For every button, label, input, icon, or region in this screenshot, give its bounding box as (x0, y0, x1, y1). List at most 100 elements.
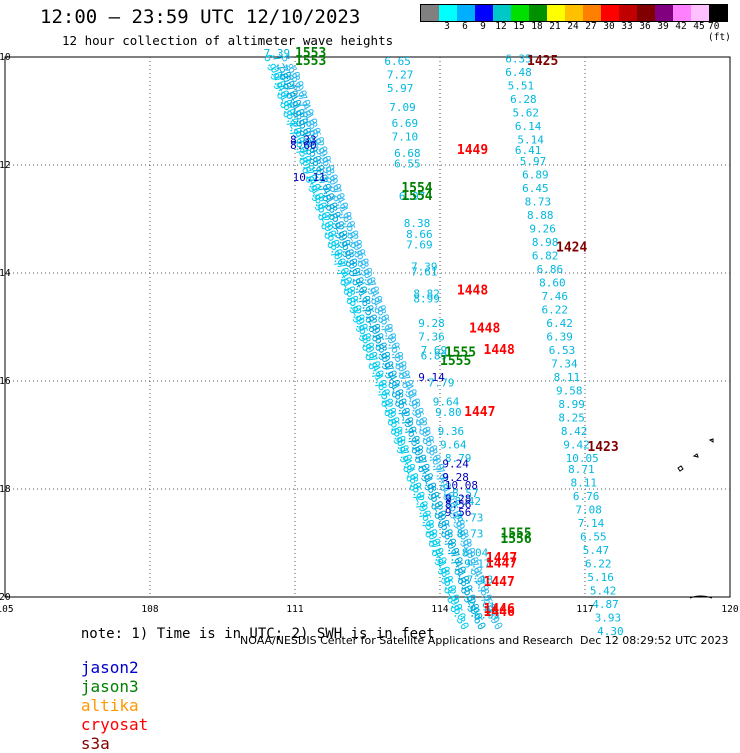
x-tick-label: 108 (141, 604, 158, 615)
color-scale-label: 21 (549, 21, 561, 32)
color-swatch (709, 5, 727, 21)
swh-value-label: 8.71 (568, 463, 595, 476)
x-tick-label: 114 (431, 604, 448, 615)
y-tick-label: -20 (0, 592, 11, 603)
pass-time-label: 1447 (486, 551, 517, 566)
swh-value-label: 5.51 (508, 79, 534, 92)
pass-time-label: 1553 (295, 46, 326, 61)
swh-value-label: 8.42 (561, 425, 588, 438)
swh-value-label: 6.45 (522, 182, 549, 195)
swh-value-label: 8.88 (527, 209, 554, 222)
y-tick-label: -18 (0, 484, 11, 495)
swh-value-label: 8.42 (455, 495, 482, 508)
swh-value-label: 6.65 (384, 55, 411, 68)
swh-value-label: 8.25 (558, 412, 585, 425)
x-tick-label: 111 (286, 604, 303, 615)
legend-note: note: 1) Time is in UTC; 2) SWH is in fe… (80, 626, 435, 642)
swh-value-label: 9.26 (529, 223, 556, 236)
color-swatch (529, 5, 547, 21)
swh-value-label: 8.33 (290, 133, 317, 146)
footer-credit: NOAA/NESDIS Center for Satellite Applica… (240, 634, 574, 647)
swh-value-label: 6.41 (515, 144, 542, 157)
swh-value-label: 7.61 (411, 266, 438, 279)
color-scale-label: 42 (675, 21, 687, 32)
pass-time-label: 1448 (457, 284, 488, 299)
swh-value-label: 6.91 (474, 609, 501, 622)
island-outline (677, 465, 684, 472)
swh-value-label: 8.99 (413, 293, 440, 306)
swh-value-label: 8.82 (413, 287, 440, 300)
swh-value-label: 6.89 (522, 169, 549, 182)
color-scale-bar (420, 4, 728, 22)
swh-value-label: 6.35 (505, 52, 532, 65)
y-tick-label: -16 (0, 376, 11, 387)
swh-value-label: 8.56 (445, 498, 472, 511)
swh-value-label: 8.11 (554, 371, 581, 384)
swh-value-label: 6.68 (394, 147, 421, 160)
color-swatch (583, 5, 601, 21)
swh-value-label: 8.38 (404, 217, 431, 230)
y-tick-label: -14 (0, 268, 11, 279)
legend-jason3: jason3 (80, 677, 139, 696)
swh-value-label: 9.28 (418, 317, 445, 330)
color-scale-label: 3 (444, 21, 450, 32)
swh-value-label: 7.69 (421, 344, 448, 357)
chart-title: 12:00 – 23:59 UTC 12/10/2023 (40, 6, 361, 28)
pass-time-label: 1448 (469, 321, 500, 336)
legend-s3a: s3a (80, 734, 110, 753)
swh-value-label: 9.64 (433, 395, 460, 408)
wave-height-labels: 6.356.485.516.285.626.145.146.415.976.89… (264, 47, 624, 638)
pass-time-label: 1553 (295, 54, 326, 69)
color-scale-label: 33 (621, 21, 633, 32)
swh-value-label: 6.22 (585, 557, 612, 570)
color-scale-label: 24 (567, 21, 579, 32)
pass-time-label: 1555 (440, 354, 471, 369)
island-outline (708, 438, 714, 443)
legend-jason2: jason2 (80, 658, 139, 677)
swh-value-label: 10.05 (566, 452, 599, 465)
plot-frame (4, 56, 731, 598)
color-swatch (547, 5, 565, 21)
legend-altika: altika (80, 696, 139, 715)
swh-value-label: 6.28 (510, 93, 537, 106)
color-scale-label: 45 (693, 21, 705, 32)
color-swatch (439, 5, 457, 21)
swh-value-label: 6.14 (515, 120, 542, 133)
pass-time-label: 1448 (484, 343, 515, 358)
swh-value-label: 5.97 (387, 82, 414, 95)
swh-value-label: 9.24 (442, 457, 469, 470)
swh-value-label: 8.73 (457, 528, 484, 541)
swh-value-label: 8.98 (532, 236, 559, 249)
y-tick-label: -12 (0, 160, 11, 171)
color-swatch (673, 5, 691, 21)
color-scale-label: 9 (480, 21, 486, 32)
swh-value-label: 5.47 (583, 544, 610, 557)
color-scale-label: 36 (639, 21, 651, 32)
swh-value-label: 6.97 (399, 190, 426, 203)
grid-lines (4, 56, 731, 598)
swh-value-label: 9.56 (445, 506, 472, 519)
swh-value-label: 6.86 (537, 263, 564, 276)
coastline (677, 438, 714, 599)
color-scale-labels: 3 6 9 12 15 18 21 24 27 30 33 36 39 42 45 70 (ft) (420, 21, 740, 43)
swh-value-label: 9.42 (563, 439, 590, 452)
swh-value-label: 5.97 (520, 155, 547, 168)
swh-value-label: 8.66 (406, 228, 433, 241)
color-scale-label: 12 (495, 21, 507, 32)
swh-value-label: 9.17 (464, 557, 491, 570)
color-scale-label: 30 (603, 21, 615, 32)
swh-value-label: 5.42 (590, 584, 617, 597)
swh-value-label: 3.93 (595, 611, 622, 624)
swh-value-label: 7.36 (418, 331, 445, 344)
pass-time-label: 1556 (500, 532, 531, 547)
y-tick-label: -10 (0, 52, 11, 63)
color-scale-label: 39 (657, 21, 669, 32)
swh-value-label: 9.14 (418, 371, 445, 384)
swh-value-label: 10.08 (445, 479, 478, 492)
swh-value-label: 7.14 (578, 517, 605, 530)
color-swatch (565, 5, 583, 21)
island-outline (692, 453, 699, 458)
color-scale-label: 27 (585, 21, 597, 32)
swh-value-label: 5.62 (513, 106, 540, 119)
